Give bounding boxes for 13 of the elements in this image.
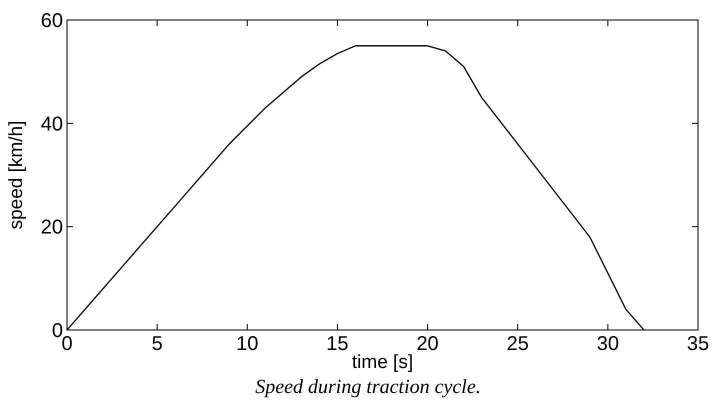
x-tick-label: 15: [326, 333, 349, 355]
text: Speed during traction cycle.: [255, 376, 481, 398]
y-axis-title: speed [km/h]: [6, 120, 27, 230]
x-tick-label: 20: [416, 333, 439, 355]
y-tick-label: 40: [40, 113, 63, 136]
x-tick-label: 10: [236, 333, 258, 355]
x-tick-label: 25: [506, 333, 529, 355]
x-tick-label: 30: [596, 333, 619, 355]
x-axis-title: time [s]: [352, 352, 414, 373]
x-tick-label: 35: [686, 333, 710, 355]
y-tick-label: 60: [40, 10, 63, 32]
x-tick-label: 5: [152, 333, 163, 355]
y-tick-label: 20: [40, 216, 63, 239]
